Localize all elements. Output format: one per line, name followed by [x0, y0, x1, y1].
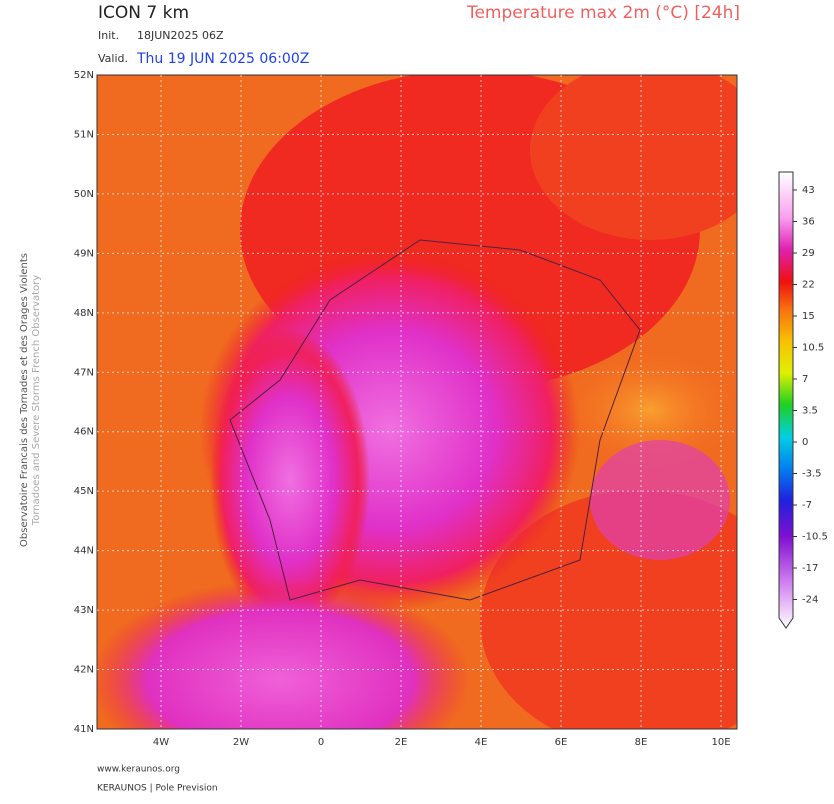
lon-label: 10E — [711, 737, 730, 748]
colorbar-label: -10.5 — [802, 532, 828, 543]
lon-label: 2E — [395, 737, 408, 748]
colorbar-label: 10.5 — [802, 343, 824, 354]
colorbar-label: 15 — [802, 311, 815, 322]
lat-label: 44N — [74, 546, 94, 557]
side-text: Observatoire Francais des Tornades et de… — [19, 253, 30, 547]
lon-label: 6E — [555, 737, 568, 748]
colorbar-label: 0 — [802, 437, 808, 448]
colorbar-label: 36 — [802, 217, 815, 228]
colorbar-label: 22 — [802, 280, 815, 291]
map — [97, 75, 737, 729]
lat-label: 52N — [74, 70, 94, 81]
lon-label: 4E — [475, 737, 488, 748]
valid-label: Valid. — [98, 52, 128, 65]
lat-label: 51N — [74, 129, 94, 140]
model-title: ICON 7 km — [98, 3, 189, 23]
lat-label: 49N — [74, 248, 94, 259]
lon-label: 8E — [635, 737, 648, 748]
lat-label: 41N — [74, 724, 94, 735]
colorbar-label: 43 — [802, 185, 815, 196]
lat-label: 50N — [74, 189, 94, 200]
map-frame — [96, 74, 738, 730]
lat-labels: 52N 51N 50N 49N 48N 47N 46N 45N 44N 43N 42N 41N — [74, 70, 737, 735]
colorbar-label: 3.5 — [802, 406, 818, 417]
lat-label: 42N — [74, 665, 94, 676]
lon-label: 4W — [153, 737, 169, 748]
lat-label: 45N — [74, 486, 94, 497]
lat-label: 46N — [74, 427, 94, 438]
lat-label: 43N — [74, 605, 94, 616]
colorbar-label: -24 — [802, 595, 818, 606]
lat-label: 47N — [74, 367, 94, 378]
side-text: Tornadoes and Severe Storms French Obser… — [31, 275, 42, 526]
footer-website: www.keraunos.org — [97, 765, 180, 775]
lon-labels: 4W 2W 0 2E 4E 6E 8E 10E — [153, 75, 731, 748]
colorbar — [778, 171, 794, 629]
lon-label: 0 — [318, 737, 324, 748]
colorbar-labels: 43 36 29 22 15 10.5 7 3.5 0 -3.5 -7 -10.5 -17 -24 — [793, 185, 828, 606]
colorbar-label: 29 — [802, 248, 815, 259]
colorbar-label: -7 — [802, 500, 812, 511]
valid-value: Thu 19 JUN 2025 06:00Z — [136, 51, 309, 67]
colorbar-label: -3.5 — [802, 469, 822, 480]
init-value: 18JUN2025 06Z — [137, 29, 224, 42]
parameter-title: Temperature max 2m (°C) [24h] — [466, 3, 740, 23]
colorbar-label: 7 — [802, 374, 808, 385]
colorbar-label: -17 — [802, 563, 818, 574]
lon-label: 2W — [233, 737, 249, 748]
footer-credit: KERAUNOS | Pole Prevision — [97, 784, 218, 794]
lat-label: 48N — [74, 308, 94, 319]
init-label: Init. — [98, 29, 119, 42]
